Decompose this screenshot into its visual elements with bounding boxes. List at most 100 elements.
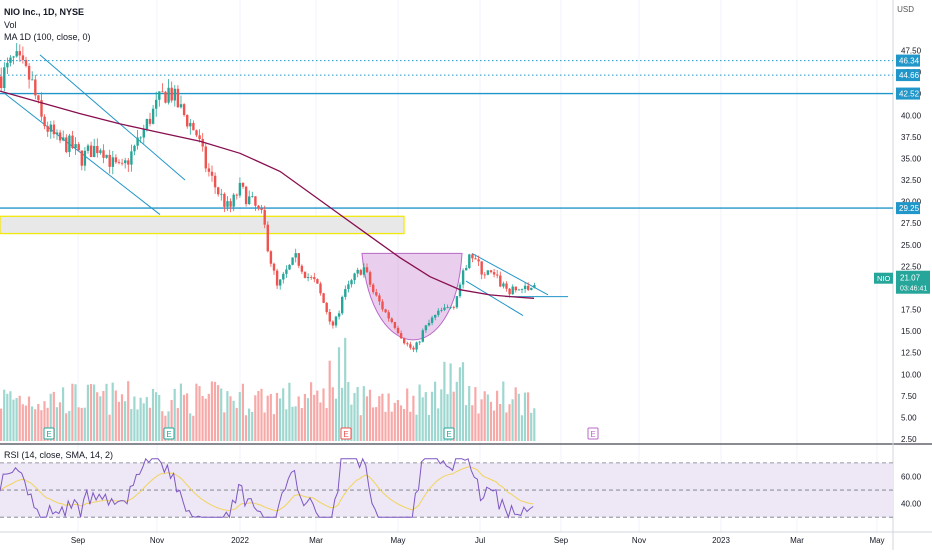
volume-bar [523, 392, 527, 441]
volume-bar [46, 407, 49, 441]
volume-bar [62, 387, 65, 441]
candle-body [71, 135, 74, 149]
volume-bar [390, 411, 393, 441]
earnings-marker-label: E [343, 430, 348, 439]
earnings-marker-1[interactable]: E [163, 427, 175, 440]
volume-bar [396, 399, 399, 441]
volume-bar [93, 384, 96, 441]
candle-body [3, 67, 6, 88]
candle-body [291, 257, 294, 265]
volume-bar [6, 393, 9, 441]
candle-body [37, 95, 40, 101]
last-price-value: 21.07 [900, 274, 921, 283]
candle-body [365, 267, 369, 273]
candle-body [285, 269, 288, 274]
candle-body [530, 287, 533, 290]
volume-bar [18, 395, 21, 441]
x-tick-label: 2023 [712, 536, 730, 545]
volume-bar [223, 412, 226, 441]
volume-bar [244, 415, 248, 441]
candle-body [313, 277, 316, 280]
symbol-title: NIO Inc., 1D, NYSE [4, 7, 85, 17]
volume-bar [477, 413, 480, 441]
volume-bar [434, 381, 437, 441]
volume-bar [145, 397, 148, 441]
volume-bar [120, 394, 124, 441]
volume-bar [499, 403, 502, 441]
volume-bar [43, 401, 46, 441]
volume-bar [251, 411, 254, 441]
earnings-marker-3[interactable]: E [443, 427, 455, 440]
candle-body [409, 344, 412, 348]
candle-body [148, 118, 152, 124]
volume-bar [241, 383, 244, 441]
volume-bar [133, 396, 136, 441]
candle-body [120, 162, 124, 164]
candle-body [316, 279, 319, 284]
candle-body [328, 312, 331, 322]
y-tick-label: 2.50 [901, 435, 917, 444]
volume-bar [12, 399, 15, 441]
candle-body [74, 144, 77, 149]
candle-body [18, 51, 21, 56]
volume-bar [34, 409, 37, 441]
candle-body [248, 196, 251, 205]
x-tick-label: May [869, 536, 884, 545]
candle-body [381, 301, 384, 310]
flag-top-line [471, 252, 549, 296]
volume-bar [375, 407, 378, 441]
volume-legend[interactable]: Vol [4, 20, 21, 30]
volume-bar [217, 385, 220, 441]
candle-body [86, 145, 90, 151]
earnings-marker-4[interactable]: E [587, 427, 599, 440]
ma-legend[interactable]: MA 1D (100, close, 0) [4, 32, 95, 42]
level-badge-0: 46.34 [896, 54, 920, 67]
y-tick-label: 32.50 [901, 176, 922, 185]
volume-bar [399, 405, 403, 441]
candle-body [434, 314, 437, 318]
candle-body [266, 224, 269, 252]
candle-body [139, 137, 142, 139]
candle-body [232, 194, 235, 207]
candle-body [387, 312, 390, 319]
symbol-legend[interactable]: NIO Inc., 1D, NYSE [4, 7, 88, 17]
earnings-marker-2[interactable]: E [340, 427, 352, 440]
candle-body [341, 296, 344, 314]
volume-bar [300, 408, 303, 441]
candle-body [505, 283, 508, 289]
candle-body [55, 132, 59, 135]
volume-bar [310, 382, 313, 441]
volume-bar [313, 394, 316, 441]
volume-bar [151, 388, 155, 441]
volume-bar [350, 404, 353, 441]
volume-bar [55, 407, 58, 441]
candle-body [15, 51, 18, 57]
candle-body [142, 129, 145, 138]
candle-body [217, 187, 220, 195]
candle-body [127, 160, 130, 165]
volume-bar [381, 393, 384, 441]
y-tick-label: 22.50 [901, 262, 922, 271]
ma-label: MA 1D (100, close, 0) [4, 32, 91, 42]
candle-body [158, 91, 161, 100]
candle-body [375, 292, 378, 296]
volume-bar [505, 412, 508, 441]
candle-body [254, 196, 257, 206]
rsi-legend[interactable]: RSI (14, close, SMA, 14, 2) [4, 450, 117, 460]
candle-body [496, 274, 499, 276]
earnings-marker-label: E [590, 430, 595, 439]
candle-body [362, 267, 366, 275]
volume-bar [3, 389, 6, 441]
candle-body [210, 171, 214, 176]
candle-body [68, 135, 71, 153]
candle-body [151, 108, 155, 124]
volume-bar [173, 388, 176, 441]
y-tick-label: 17.50 [901, 306, 922, 315]
candle-body [502, 283, 505, 287]
candle-body [83, 150, 87, 166]
earnings-marker-0[interactable]: E [43, 427, 55, 440]
candle-body [130, 151, 133, 165]
candle-body [520, 289, 524, 290]
x-tick-label: Nov [632, 536, 646, 545]
